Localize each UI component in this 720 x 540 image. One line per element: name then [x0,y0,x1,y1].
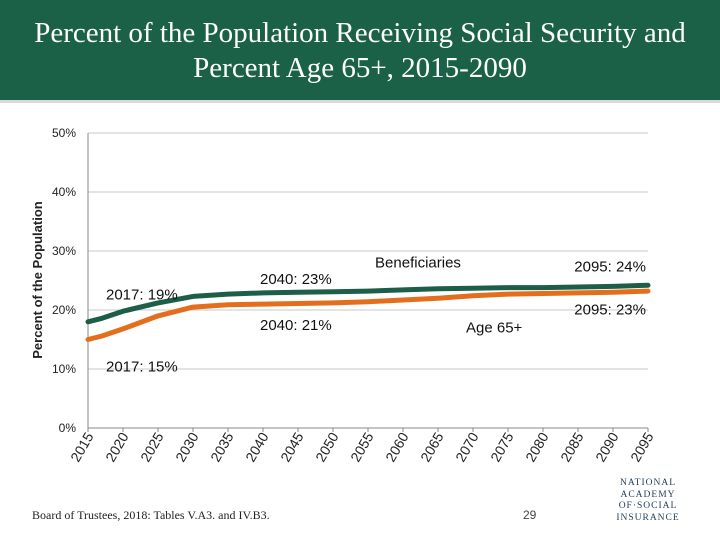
x-tick-label: 2075 [487,429,517,464]
series-line [85,282,651,325]
x-tick-label: 2055 [347,429,377,464]
x-tick-label: 2030 [172,429,202,464]
x-tick-label: 2090 [592,429,622,464]
x-tick-label: 2025 [137,429,167,464]
x-tick-label: 2040 [242,429,272,464]
y-tick-label: 0% [59,421,77,435]
annotation: 2095: 24% [574,259,646,276]
annotation: 2040: 21% [260,317,332,334]
title-line-2: Percent Age 65+, 2015-2090 [193,52,527,84]
logo-line: INSURANCE [616,512,680,523]
x-tick-label: 2020 [102,429,132,464]
annotation: 2040: 23% [260,271,332,288]
x-tick-label: 2065 [417,429,447,464]
y-tick-label: 20% [52,303,76,317]
x-tick-label: 2070 [452,429,482,464]
y-tick-label: 10% [52,362,76,376]
x-tick-label: 2050 [312,429,342,464]
slide-title: Percent of the Population Receiving Soci… [20,16,700,86]
y-tick-label: 40% [52,185,76,199]
y-tick-label: 50% [52,126,76,140]
line-chart: 0% 10% 20% 30% 40% 50% Percent of the Populati… [30,126,657,464]
logo-line: OF·SOCIAL [618,501,678,512]
x-tick-label: 2085 [557,429,587,464]
annotation: 2017: 15% [106,358,178,375]
logo-line: ACADEMY [620,489,676,500]
x-tick-label: 2045 [277,429,307,464]
y-tick-label: 30% [52,244,76,258]
y-axis-title: Percent of the Population [30,201,45,359]
title-underline [0,100,720,103]
annotation: Age 65+ [466,319,523,336]
x-tick-label: 2035 [207,429,237,464]
x-tick-label: 2080 [522,429,552,464]
title-line-1: Percent of the Population Receiving Soci… [34,17,686,49]
series-line [85,288,651,342]
x-tick-label: 2095 [627,429,657,464]
title-banner: Percent of the Population Receiving Soci… [0,0,720,103]
annotation: Beneficiaries [375,255,461,272]
page-number: 29 [523,508,537,522]
x-tick-label: 2060 [382,429,412,464]
annotation: 2095: 23% [574,302,646,319]
source-note: Board of Trustees, 2018: Tables V.A3. an… [32,508,270,522]
annotation: 2017: 19% [106,286,178,303]
nasi-logo: NATIONAL ACADEMY OF·SOCIAL INSURANCE [613,478,683,524]
logo-line: NATIONAL [619,478,677,488]
